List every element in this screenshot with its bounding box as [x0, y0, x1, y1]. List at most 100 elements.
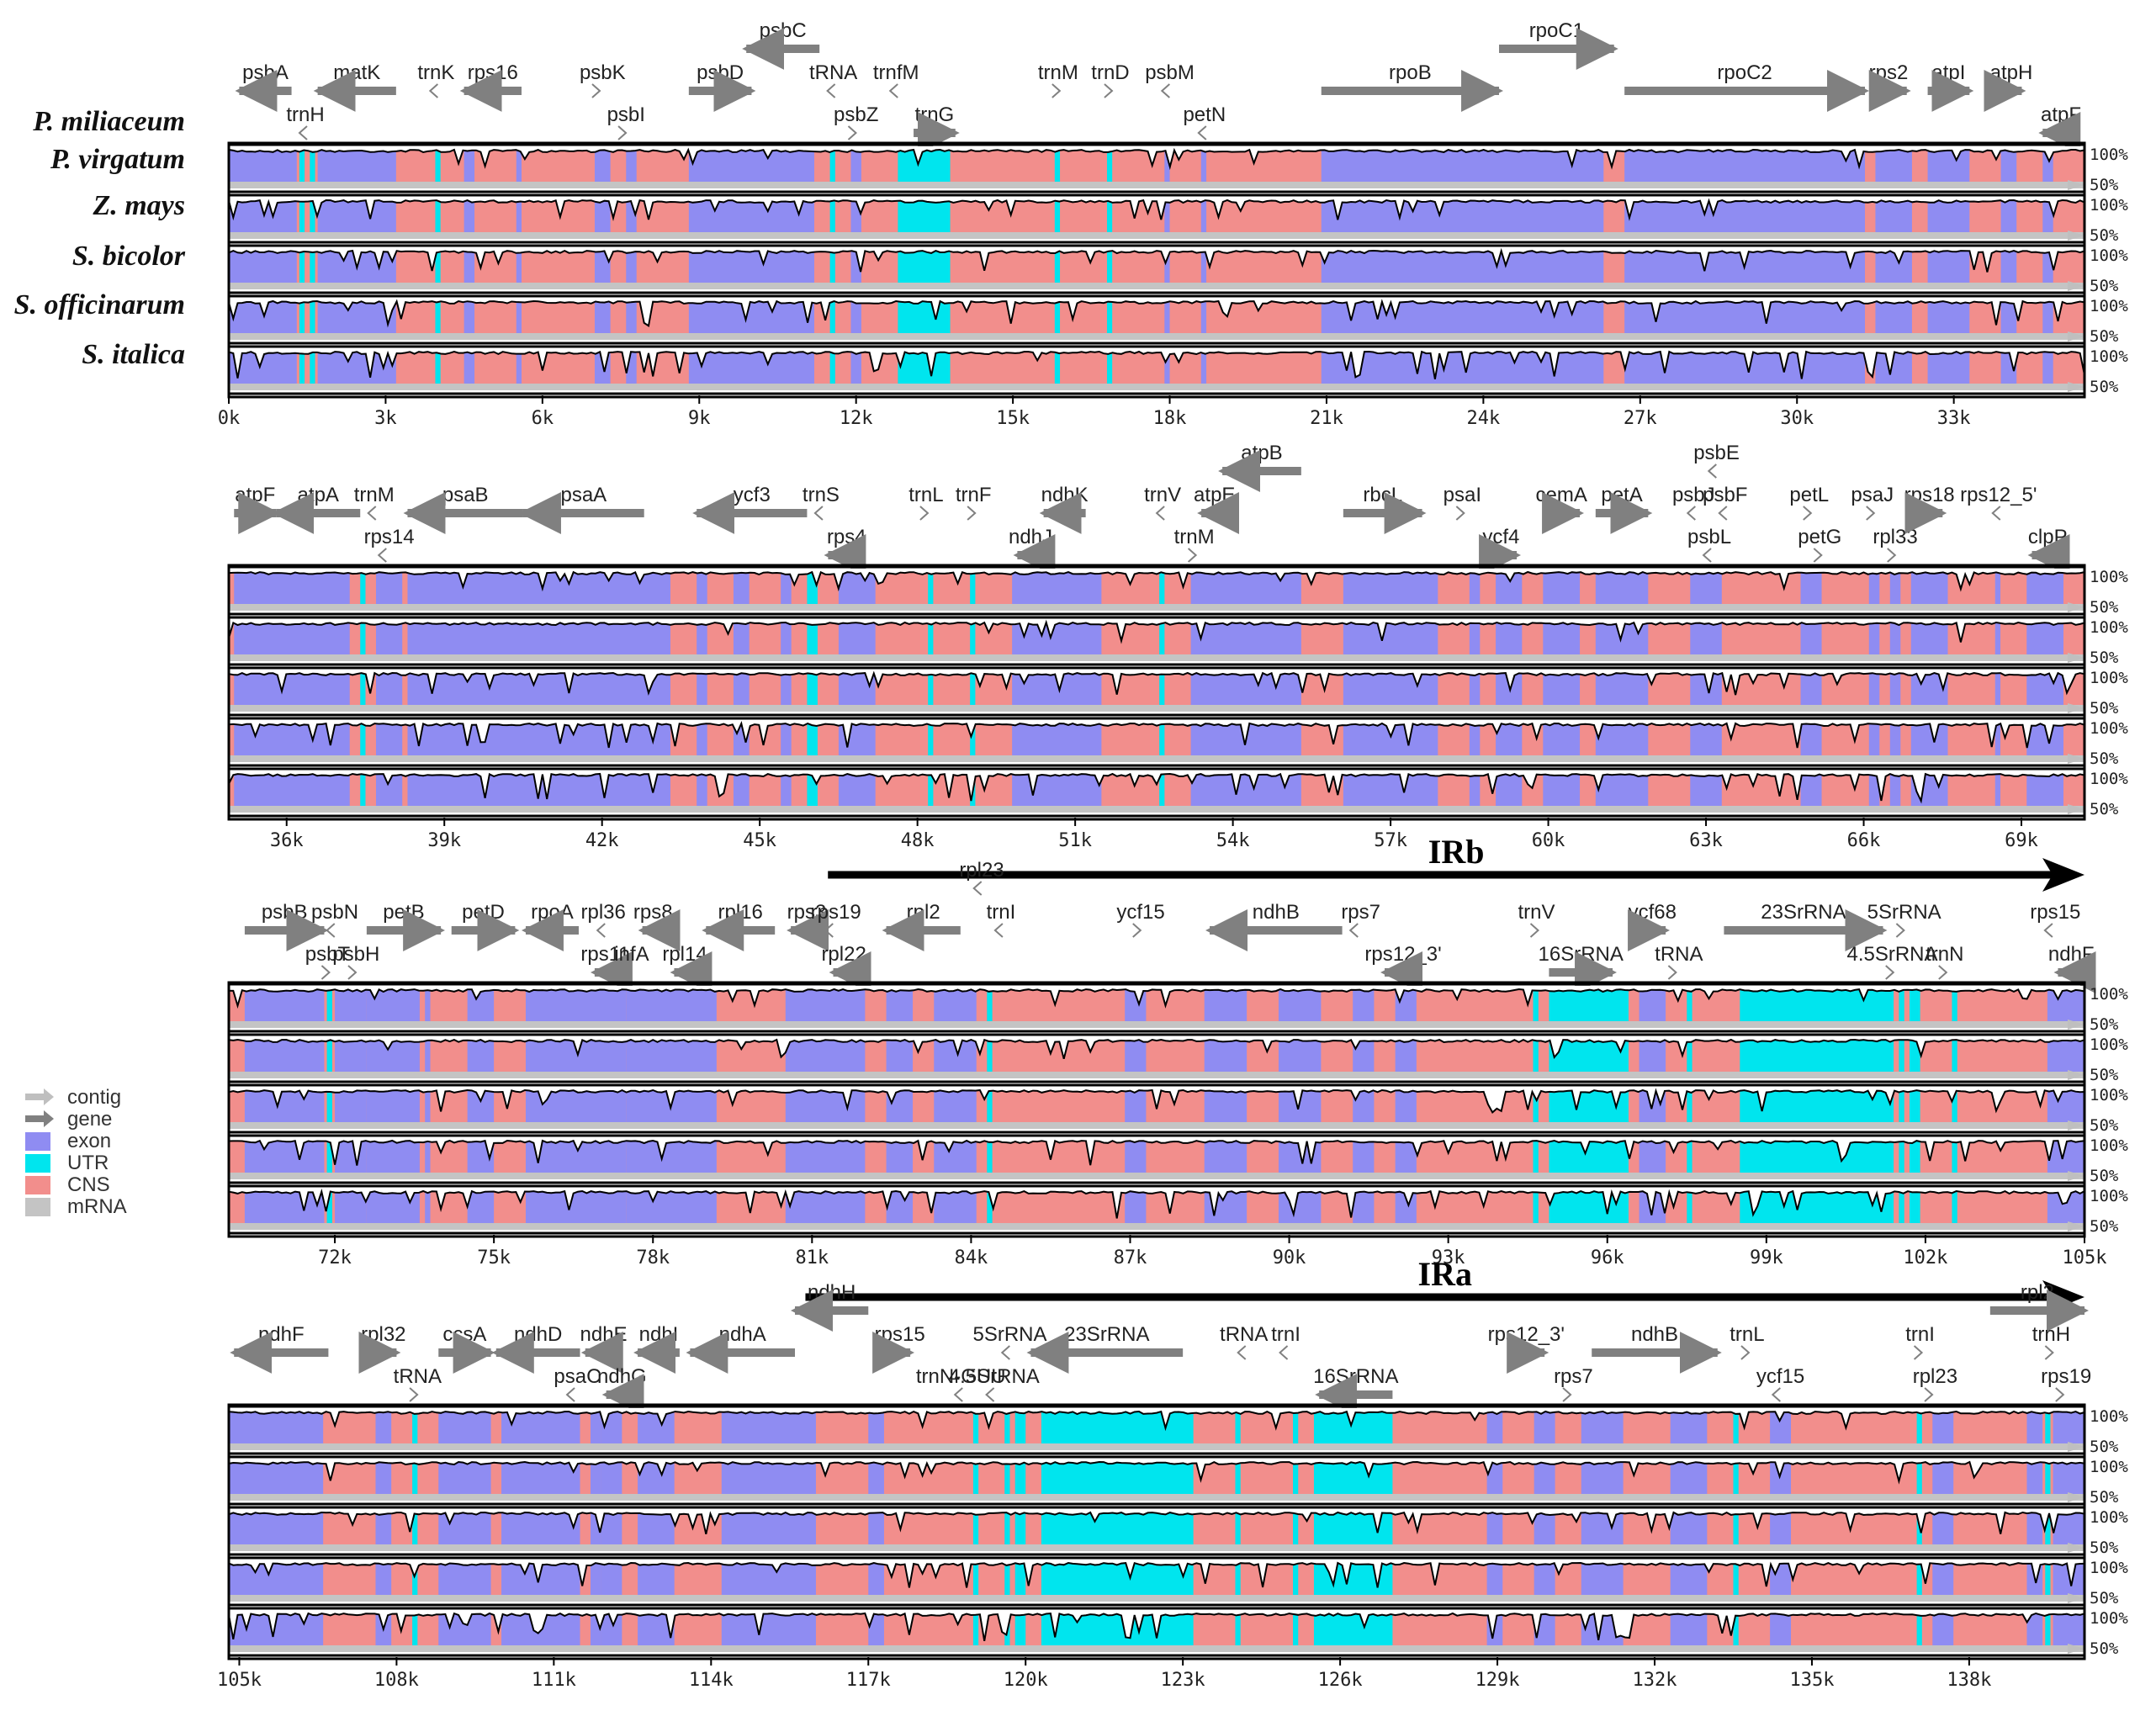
gene-arrow: [1686, 506, 1696, 521]
species-row-2: 100% 50%: [227, 616, 2128, 667]
gene-label: atpF: [235, 484, 275, 506]
gene-label: psbE: [1693, 442, 1740, 464]
region-exon: [1994, 569, 2001, 604]
region-UTR: [1733, 1509, 1739, 1544]
region-UTR: [412, 1459, 418, 1494]
contig-arrowhead: [2068, 1171, 2084, 1181]
gene-atpE: atpE: [1194, 484, 1240, 534]
gene-label: petN: [1183, 103, 1226, 126]
identity-100-label: 100%: [2090, 568, 2128, 586]
gene-arrow: [1718, 506, 1728, 521]
region-UTR: [1899, 1087, 1904, 1122]
region-exon: [697, 670, 707, 705]
gene-label: rps18: [1904, 484, 1955, 506]
gene-trnF: trnF: [956, 484, 991, 521]
contig-arrowhead: [2068, 1492, 2084, 1502]
identity-curve: [228, 247, 2085, 273]
identity-curve: [228, 1088, 2085, 1114]
gene-arrow: [967, 506, 977, 521]
x-tick-label: 132k: [1633, 1670, 1677, 1691]
identity-curve: [228, 772, 2085, 804]
region-UTR: [1533, 1188, 1539, 1223]
identity-tracks: 100%50%100%50%100%50%100%50%100%50%: [227, 982, 2128, 1236]
x-tick-label: 63k: [1689, 830, 1723, 851]
gene-label: ycf15: [1116, 901, 1164, 924]
region-exon: [781, 670, 792, 705]
region-UTR: [1159, 619, 1165, 654]
x-tick-label: 87k: [1114, 1247, 1147, 1268]
species-row-3: 100% 50%: [227, 1506, 2128, 1557]
gene-arrow: [1052, 83, 1062, 98]
region-UTR: [326, 1137, 332, 1173]
region-UTR: [1054, 247, 1061, 283]
region-UTR: [970, 569, 976, 604]
gene-arrow: [2043, 923, 2053, 938]
gene-arrow: [298, 125, 308, 140]
gene-trnfM: trnfM: [873, 61, 919, 98]
region-UTR: [1910, 1188, 1920, 1223]
identity-100-label: 100%: [2090, 1508, 2128, 1527]
region-exon: [1200, 247, 1207, 283]
region-exon: [1994, 771, 2001, 806]
contig-arrowhead: [2068, 754, 2084, 764]
gene-track: atpF atpA trnM rps14 psaB psaA ycf3 trnS rps4 trn…: [234, 442, 2070, 576]
region-exon: [425, 1188, 431, 1223]
identity-50-label: 50%: [2090, 1639, 2119, 1658]
gene-psbB: psbB: [244, 901, 329, 951]
region-UTR: [972, 1408, 979, 1443]
gene-rps12-5-: rps12_5': [1960, 484, 2037, 521]
gene-arrow: [622, 965, 633, 980]
gene-psaI: psaI: [1444, 484, 1481, 521]
region-UTR: [2045, 1509, 2051, 1544]
contig-bar: [229, 1173, 2084, 1179]
region-UTR: [2045, 1610, 2051, 1645]
x-tick-label: 123k: [1161, 1670, 1205, 1691]
gene-arrow: [1455, 506, 1465, 521]
gene-clpP: clpP: [2027, 526, 2070, 576]
gene-psbT: psbT: [305, 943, 350, 980]
x-tick-label: 81k: [795, 1247, 829, 1268]
region-UTR: [360, 619, 366, 654]
region-UTR: [299, 298, 305, 333]
region-UTR: [360, 720, 366, 755]
gene-arrow: [1803, 506, 1813, 521]
region-exon: [2026, 1610, 2043, 1645]
identity-100-label: 100%: [2090, 1086, 2128, 1104]
region-UTR: [928, 720, 934, 755]
identity-100-label: 100%: [2090, 985, 2128, 1004]
region-exon: [375, 720, 403, 755]
region-UTR: [1293, 1610, 1299, 1645]
species-row-1: 100% 50%: [227, 1405, 2128, 1456]
x-tick-label: 45k: [743, 830, 776, 851]
gene-label: rps2: [1869, 61, 1909, 84]
region-exon: [425, 1036, 431, 1072]
x-tick-label: 24k: [1467, 408, 1501, 429]
gene-arrow: [1155, 506, 1165, 521]
region-exon: [2000, 298, 2017, 333]
region-UTR: [1014, 1408, 1026, 1443]
contig-bar: [229, 755, 2084, 762]
gene-label: trnfM: [873, 61, 919, 84]
identity-curve: [228, 350, 2085, 379]
gene-23SrRNA: 23SrRNA: [1026, 1323, 1184, 1374]
x-tick-label: 78k: [636, 1247, 670, 1268]
region-exon: [1469, 619, 1481, 654]
gene-label: trnK: [417, 61, 454, 84]
species-row-5: 100% 50%: [227, 345, 2128, 396]
gene-label: rps7: [1341, 901, 1380, 924]
region-UTR: [1952, 1137, 1957, 1173]
gene-psbC: psbC: [742, 19, 820, 70]
gene-ycf68: ycf68: [1628, 901, 1677, 951]
legend-label: mRNA: [67, 1195, 127, 1218]
gene-rpl32: rpl32: [358, 1323, 406, 1374]
x-tick-label: 66k: [1847, 830, 1881, 851]
x-tick-label: 39k: [427, 830, 461, 851]
region-exon: [1868, 720, 1880, 755]
region-exon: [229, 1408, 324, 1443]
gene-arrow: [1132, 923, 1142, 938]
region-exon: [733, 619, 750, 654]
region-UTR: [1952, 986, 1957, 1021]
region-exon: [1800, 569, 1822, 604]
gene-trnI: trnI: [987, 901, 1015, 938]
gene-label: trnV: [1518, 901, 1555, 924]
